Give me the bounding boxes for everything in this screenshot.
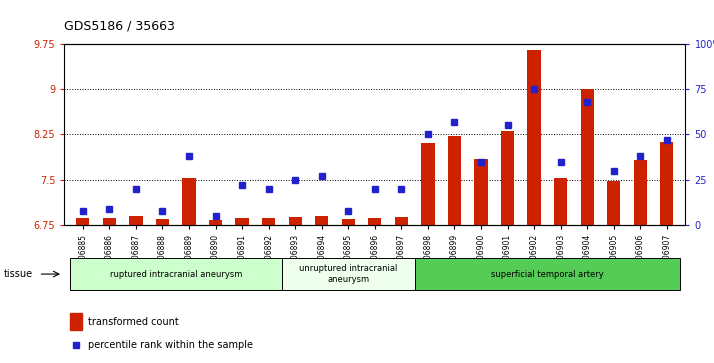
Bar xyxy=(368,218,381,225)
Bar xyxy=(634,160,647,225)
Text: transformed count: transformed count xyxy=(88,317,178,327)
Bar xyxy=(76,218,89,225)
Bar xyxy=(607,181,620,225)
Bar xyxy=(448,136,461,225)
Text: tissue: tissue xyxy=(4,269,33,279)
Bar xyxy=(156,219,169,225)
Bar xyxy=(580,89,594,225)
Bar xyxy=(262,218,276,225)
Bar xyxy=(501,131,514,225)
Bar xyxy=(415,258,680,290)
Bar xyxy=(129,216,143,225)
Bar xyxy=(71,313,81,330)
Bar xyxy=(395,217,408,225)
Bar xyxy=(554,179,568,225)
Bar xyxy=(69,258,282,290)
Bar xyxy=(342,219,355,225)
Text: ruptured intracranial aneurysm: ruptured intracranial aneurysm xyxy=(109,270,242,278)
Bar xyxy=(209,220,222,225)
Bar xyxy=(288,217,302,225)
Text: percentile rank within the sample: percentile rank within the sample xyxy=(88,340,253,350)
Text: superficial temporal artery: superficial temporal artery xyxy=(491,270,604,278)
Bar xyxy=(315,216,328,225)
Text: GDS5186 / 35663: GDS5186 / 35663 xyxy=(64,20,175,33)
Bar xyxy=(474,159,488,225)
Text: unruptured intracranial
aneurysm: unruptured intracranial aneurysm xyxy=(299,264,398,284)
Bar xyxy=(182,179,196,225)
Bar xyxy=(660,142,673,225)
Bar xyxy=(421,143,435,225)
Bar xyxy=(282,258,415,290)
Bar xyxy=(103,218,116,225)
Bar xyxy=(528,50,540,225)
Bar xyxy=(236,218,248,225)
